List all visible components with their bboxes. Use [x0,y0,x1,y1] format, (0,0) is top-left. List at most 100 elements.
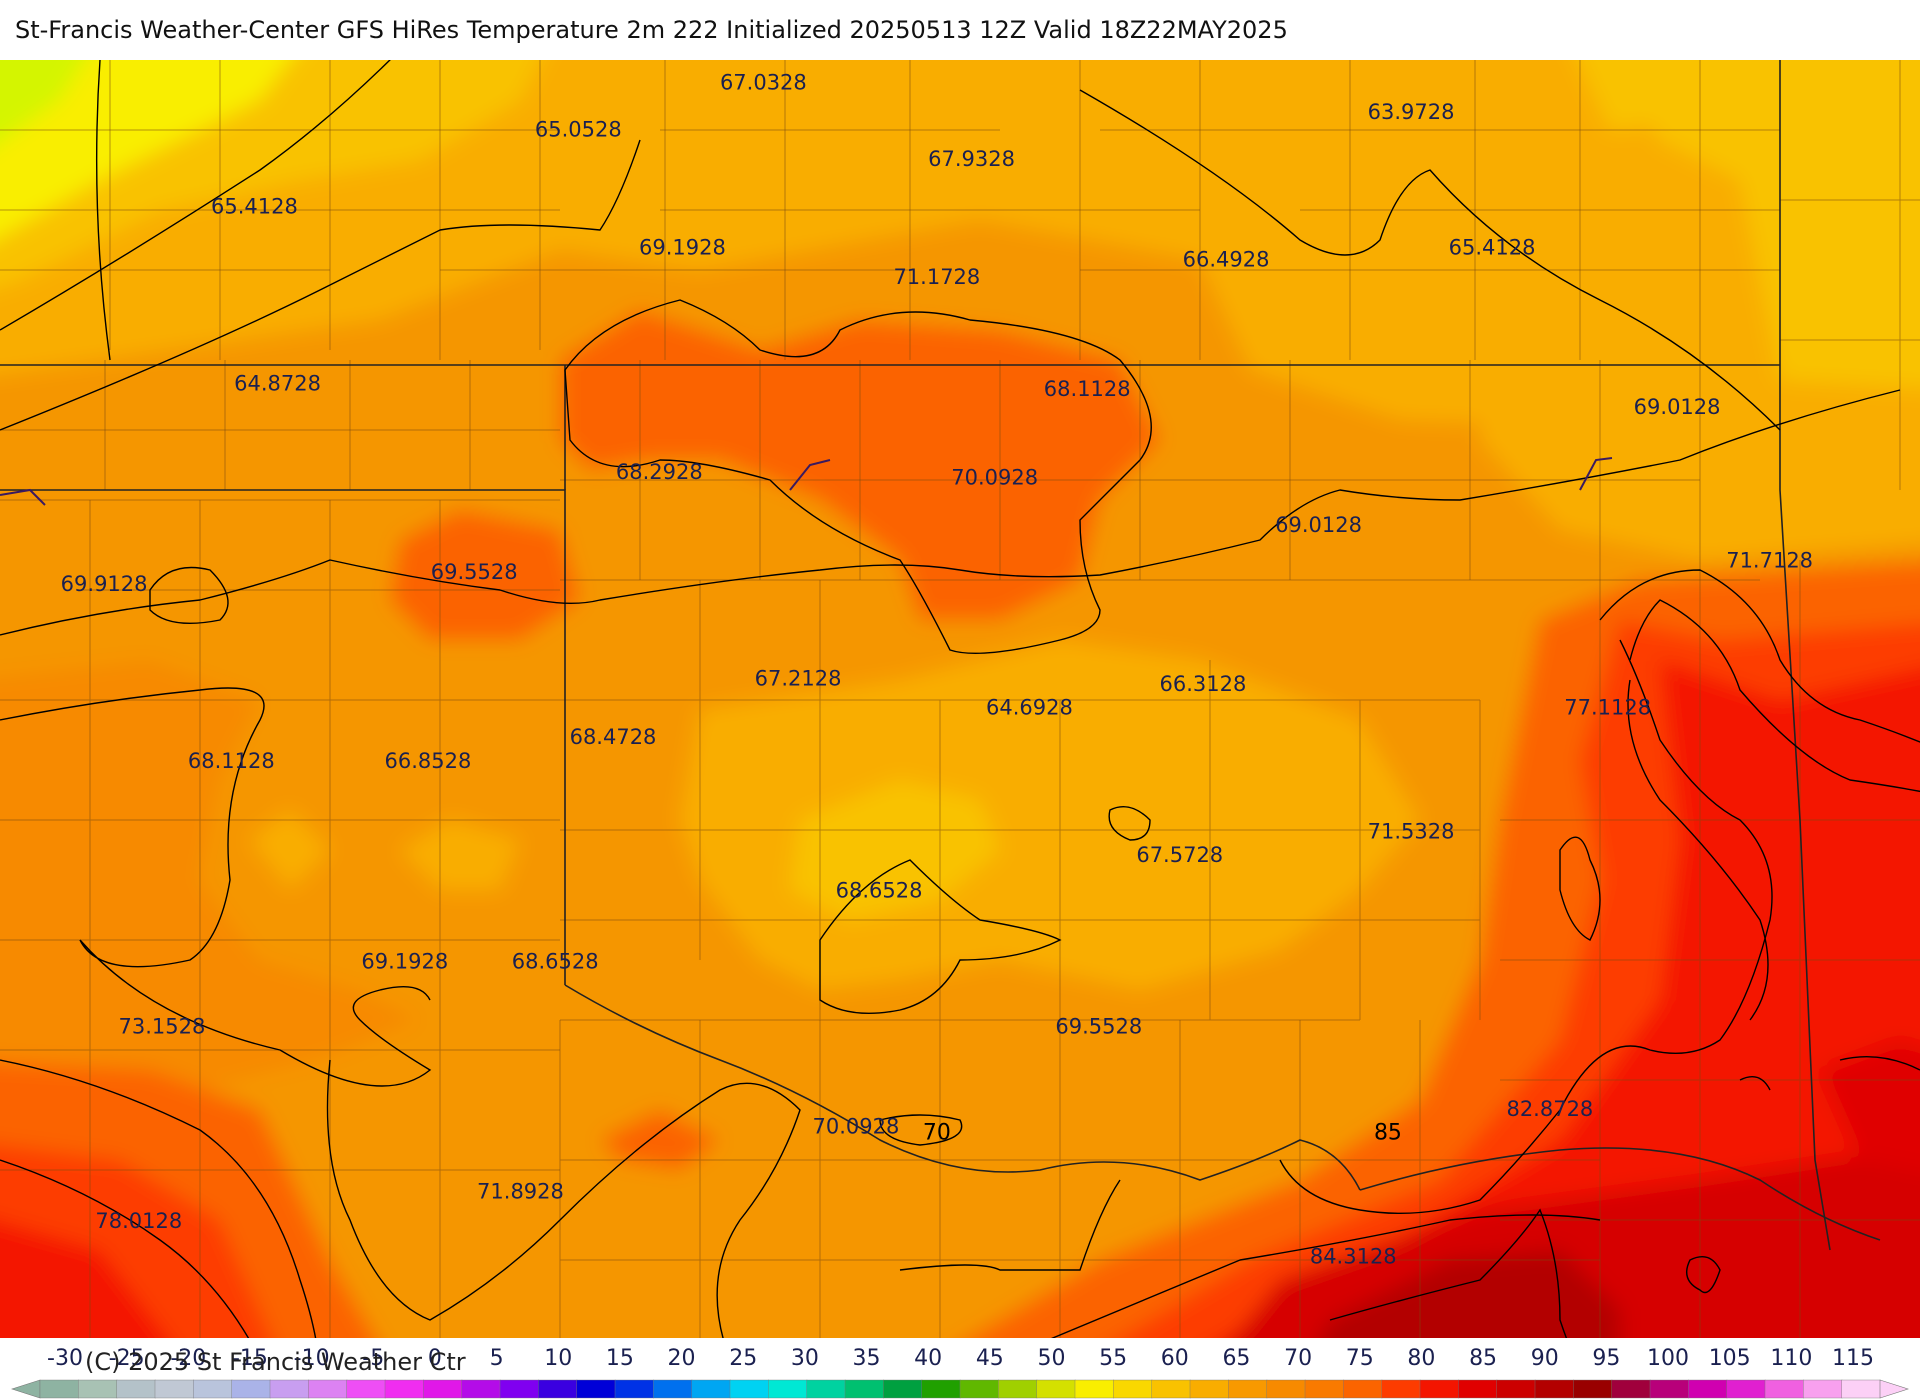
colorbar-min-arrow [11,1379,41,1399]
temperature-value-label: 69.0128 [1275,513,1362,537]
contour-west-73 [0,1059,317,1340]
colorbar-tick-label: 10 [544,1346,573,1371]
contour-sw-78 [0,1159,251,1340]
contour-cool-core [819,859,1062,1014]
contour-south-70 [326,1059,801,1340]
colorbar: -30 -25 -20 -15 -10 -5 0 5 10 15 20 25 30 35 40 45 50 55 6… [0,1338,1920,1400]
colorbar-tick-label: 55 [1099,1346,1128,1371]
colorbar-cell [1803,1379,1843,1399]
colorbar-cell [1649,1379,1690,1399]
contour-north-east [1079,89,1781,431]
temperature-value-label: 69.5528 [431,560,518,584]
contour-east-hot [1279,639,1773,1215]
colorbar-tick-label: 85 [1469,1346,1498,1371]
colorbar-tick-label: 0 [427,1346,442,1371]
contour-small-loop [879,1114,963,1146]
temperature-value-label: 71.1728 [893,265,980,289]
colorbar-cell [1458,1379,1498,1399]
colorbar-tick-label: 40 [914,1346,943,1371]
wind-barbs [0,457,1613,506]
temperature-value-label: 68.4728 [570,725,657,749]
contour-70-center [899,1179,1121,1271]
contour-77 [1629,599,1920,793]
southeast-darkred [1320,1250,1620,1340]
temperature-value-label: 73.1528 [119,1014,206,1038]
colorbar-cell [691,1379,731,1399]
colorbar-cell [1266,1379,1306,1399]
colorbar-cell [231,1379,271,1399]
colorbar-cell [1228,1379,1268,1399]
colorbar-cell [1189,1379,1230,1399]
colorbar-tick-label: 35 [852,1346,881,1371]
wind-barb [789,459,831,491]
contour-south-main [1046,1214,1601,1340]
temperature-value-label: 68.1128 [188,749,275,773]
colorbar-cell [653,1379,693,1399]
temperature-value-label: 67.5728 [1136,843,1223,867]
temperature-map[interactable]: 67.0328 65.0528 63.9728 67.9328 65.4128 69.19… [0,60,1920,1340]
west-warm-spot [390,510,580,640]
colorbar-tick-label: 95 [1592,1346,1621,1371]
northeast-band-yellow [1613,60,1920,388]
temperature-value-label: 69.9128 [61,572,148,596]
central-cooler-core [790,780,1000,920]
temperature-value-label: 68.6528 [512,949,599,973]
colorbar-cell [78,1379,118,1399]
colorbar-cell [1074,1379,1115,1399]
contour-value-label: 85 [1374,1120,1402,1145]
colorbar-cell [423,1379,463,1399]
west-cool-patch1 [250,810,330,890]
colorbar-cell [806,1379,846,1399]
map-title: St-Francis Weather-Center GFS HiRes Temp… [15,16,1288,44]
colorbar-cell [1534,1379,1575,1399]
temperature-value-label: 65.4128 [1449,236,1536,260]
temperature-value-label: 71.5328 [1368,820,1455,844]
colorbar-tick-label: -20 [170,1346,207,1371]
wind-barb [0,488,46,506]
colorbar-tick-label: 60 [1160,1346,1189,1371]
copyright-text: (C) 2025 St Francis Weather Ctr [85,1348,466,1376]
isotherm-contours [0,60,1920,1340]
contour-small-west [149,566,229,625]
wind-barb [1579,457,1613,491]
temperature-value-label: 67.2128 [755,666,842,690]
southwest-hotter [0,1221,170,1340]
temperature-value-label: 71.7128 [1726,548,1813,572]
temperature-value-label: 65.0528 [535,118,622,142]
colorbar-tick-label: 110 [1770,1346,1813,1371]
temperature-value-label: 63.9728 [1368,100,1455,124]
temperature-value-label: 66.8528 [385,749,472,773]
colorbar-cell [384,1379,425,1399]
temperature-value-label: 68.6528 [836,879,923,903]
colorbar-tick-label: 105 [1708,1346,1751,1371]
far-east-red [1820,1040,1920,1172]
temperature-value-label: 71.8928 [477,1179,564,1203]
colorbar-tick-label: 45 [975,1346,1004,1371]
colorbar-cell [768,1379,808,1399]
colorbar-cell [1113,1379,1153,1399]
map-canvas[interactable]: 67.0328 65.0528 63.9728 67.9328 65.4128 69.19… [0,60,1920,1340]
colorbar-cell [729,1379,770,1399]
temperature-value-label: 69.0128 [1634,395,1721,419]
colorbar-max-arrow [1879,1379,1909,1399]
colorbar-tick-label: 30 [790,1346,819,1371]
northwest-gold [0,60,540,287]
contour-north-main [0,139,641,431]
temperature-value-label: 82.8728 [1506,1097,1593,1121]
colorbar-tick-label: 25 [729,1346,758,1371]
north-cool-band [0,60,1920,439]
contour-mid-band [0,389,1901,636]
temperature-value-label: 84.3128 [1310,1244,1397,1268]
colorbar-tick-label: 75 [1345,1346,1374,1371]
colorbar-cell [959,1379,1000,1399]
east-hotter [1220,660,1920,1340]
colorbar-cell [1764,1379,1805,1399]
contour-se-85 [1329,1208,1568,1340]
colorbar-tick-label: 100 [1647,1346,1690,1371]
colorbar-cell [1726,1379,1766,1399]
colorbar-cell [844,1379,885,1399]
colorbar-cell [308,1379,348,1399]
colorbar-cell [1841,1379,1881,1399]
temperature-value-label: 69.5528 [1055,1014,1142,1038]
colorbar-tick-label: -10 [293,1346,330,1371]
